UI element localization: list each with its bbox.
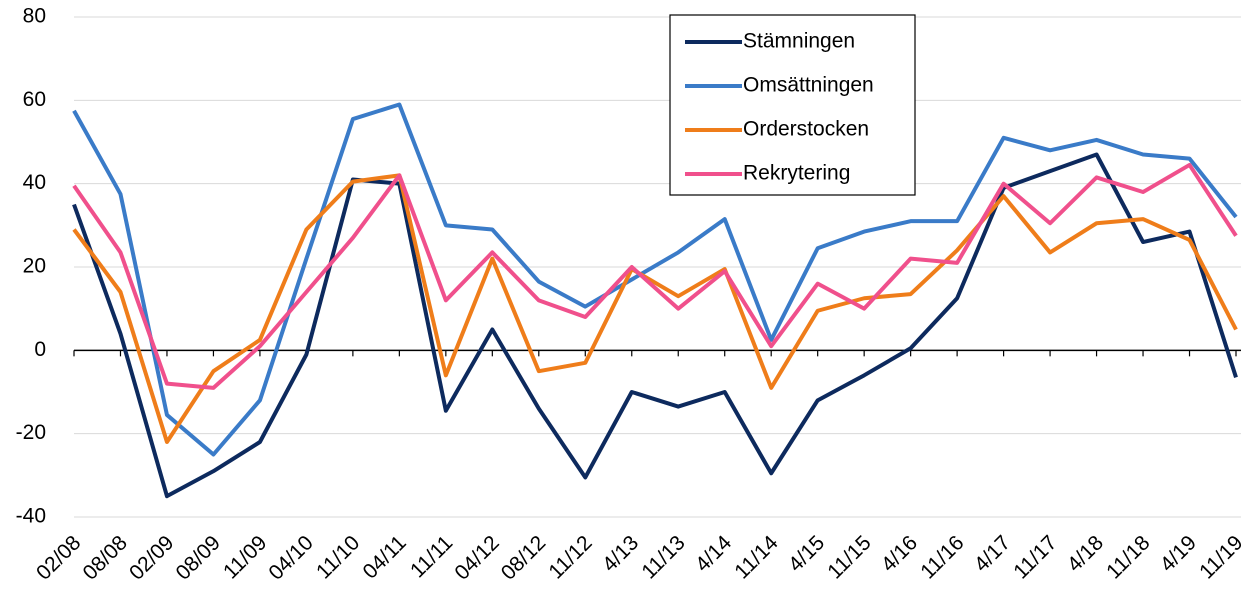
line-series: [72, 102, 1238, 457]
x-tick-label: 11/18: [1102, 531, 1154, 583]
x-tick-label: 02/08: [32, 531, 85, 584]
y-tick-label: 80: [23, 5, 46, 28]
x-tick-label: 11/11: [406, 531, 457, 582]
line-series: [72, 162, 1238, 390]
x-tick-label: 11/17: [1009, 531, 1061, 583]
x-tick-label: 4/13: [598, 531, 643, 576]
line-series: [72, 152, 1238, 499]
x-tick-label: 11/09: [219, 531, 271, 583]
x-tick-label: 04/10: [264, 531, 317, 584]
legend-label: Orderstocken: [743, 118, 869, 141]
y-tick-label: 0: [34, 338, 46, 361]
x-tick-label: 4/16: [877, 531, 922, 576]
y-tick-label: -20: [16, 421, 46, 444]
x-tick-label: 04/11: [358, 531, 410, 583]
x-tick-label: 11/19: [1195, 531, 1241, 583]
x-tick-label: 4/14: [691, 531, 736, 576]
x-tick-label: 11/13: [637, 531, 689, 583]
x-tick-label: 4/19: [1156, 531, 1201, 576]
x-tick-label: 11/12: [544, 531, 596, 583]
x-tick-label: 11/14: [730, 531, 783, 584]
x-tick-label: 11/10: [312, 531, 364, 583]
x-tick-label: 4/15: [784, 531, 829, 576]
x-tick-label: 08/12: [497, 531, 550, 584]
y-tick-label: 40: [23, 171, 46, 194]
legend-label: Omsättningen: [743, 74, 874, 97]
x-tick-label: 11/16: [916, 531, 968, 583]
y-tick-label: 20: [23, 255, 46, 278]
x-tick-label: 4/18: [1063, 531, 1108, 576]
x-tick-label: 11/15: [823, 531, 875, 583]
legend-box: [669, 14, 916, 196]
x-tick-label: 04/12: [450, 531, 503, 584]
x-tick-label: 08/09: [171, 531, 224, 584]
legend-label: Stämningen: [743, 30, 855, 53]
y-tick-label: -40: [16, 505, 46, 528]
x-tick-label: 4/17: [970, 531, 1015, 576]
x-tick-label: 02/09: [125, 531, 178, 584]
y-tick-label: 60: [23, 88, 46, 111]
legend-label: Rekrytering: [743, 162, 850, 185]
line-series: [72, 173, 1238, 444]
x-tick-label: 08/08: [79, 531, 132, 584]
